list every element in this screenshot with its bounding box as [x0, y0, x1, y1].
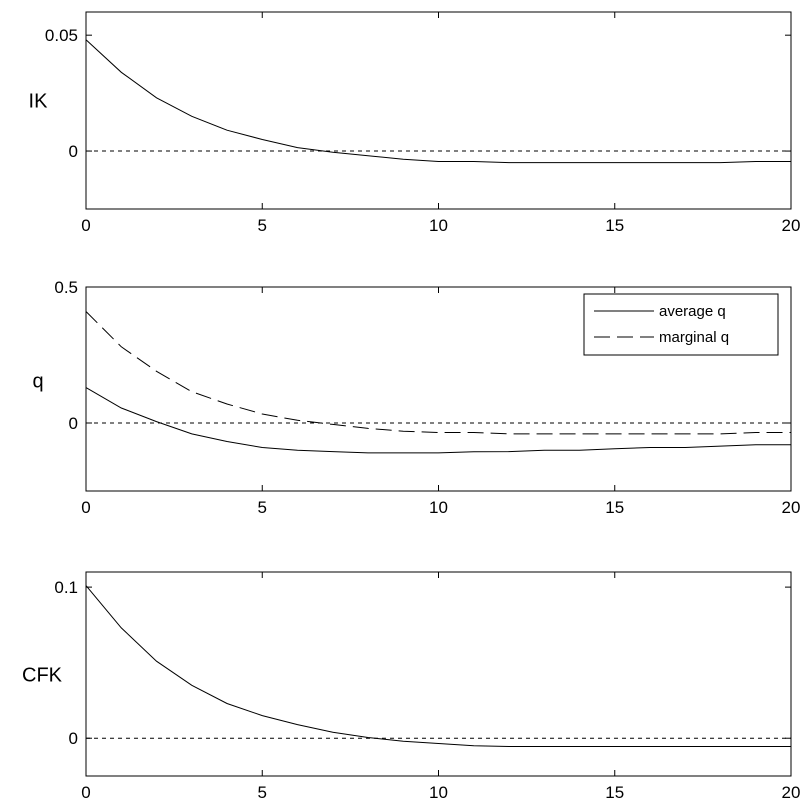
legend-label-marginal-q: marginal q — [659, 329, 729, 346]
x-tick-label: 15 — [605, 783, 624, 802]
x-tick-label: 10 — [429, 783, 448, 802]
x-tick-label: 5 — [258, 783, 267, 802]
ylabel-cfk: CFK — [22, 664, 63, 686]
legend: average q marginal q — [583, 293, 779, 356]
subplot-ik: IK 0 5 10 15 20 0 0.05 — [29, 11, 801, 235]
x-tick-label: 20 — [782, 216, 801, 235]
x-tick-label: 0 — [81, 498, 90, 517]
x-tick-label: 10 — [429, 498, 448, 517]
x-tick-label: 0 — [81, 783, 90, 802]
series-line-ik — [85, 39, 791, 164]
legend-box — [583, 293, 779, 356]
x-tick-label: 20 — [782, 498, 801, 517]
ylabel-ik: IK — [29, 90, 49, 112]
y-tick-label: 0.5 — [54, 278, 78, 297]
x-tick-label: 15 — [605, 216, 624, 235]
legend-label-average-q: average q — [659, 303, 726, 320]
x-tick-label: 5 — [258, 498, 267, 517]
series-line-cfk — [85, 585, 791, 747]
plot-frame-ik — [85, 11, 792, 210]
x-tick-label: 15 — [605, 498, 624, 517]
axes-ik: 0 5 10 15 20 0 0.05 — [45, 11, 801, 235]
y-tick-label: 0.1 — [54, 578, 78, 597]
ylabel-q: q — [32, 370, 43, 392]
plot-frame-cfk — [85, 571, 792, 777]
subplot-q: q 0 5 10 15 20 0 0.5 average q marginal q — [32, 278, 800, 517]
y-tick-label: 0 — [69, 142, 78, 161]
y-tick-label: 0 — [69, 414, 78, 433]
x-tick-label: 10 — [429, 216, 448, 235]
subplot-cfk: CFK 0 5 10 15 20 0 0.1 — [22, 571, 801, 802]
x-tick-label: 20 — [782, 783, 801, 802]
x-tick-label: 5 — [258, 216, 267, 235]
axes-cfk: 0 5 10 15 20 0 0.1 — [54, 571, 801, 802]
x-tick-label: 0 — [81, 216, 90, 235]
series-line-average-q — [85, 387, 791, 454]
series-line-marginal-q — [85, 311, 791, 435]
y-tick-label: 0 — [69, 729, 78, 748]
y-tick-label: 0.05 — [45, 26, 78, 45]
